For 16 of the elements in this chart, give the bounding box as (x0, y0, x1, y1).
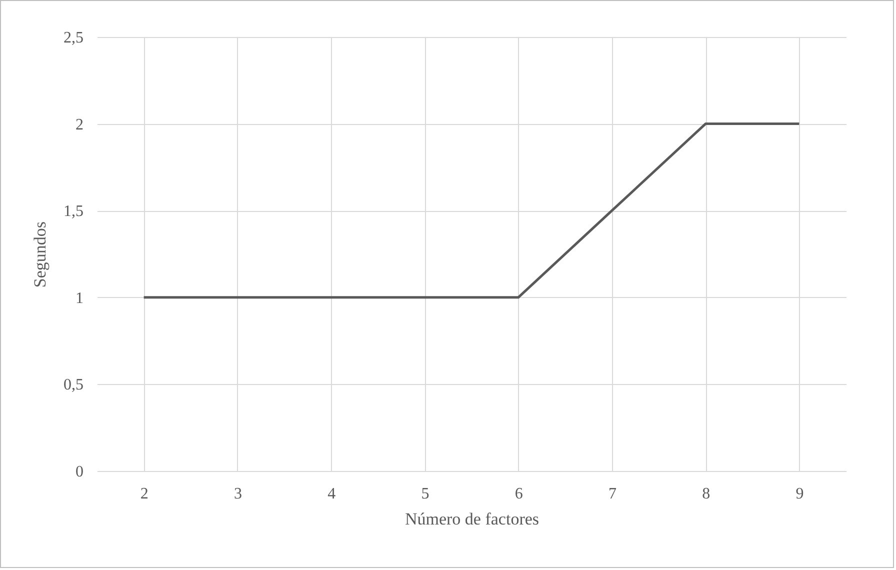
y-tick-label: 1 (76, 290, 84, 307)
x-tick-label: 3 (234, 486, 242, 502)
y-tick-label: 2 (76, 116, 84, 134)
y-axis-title: Segundos (30, 221, 50, 288)
x-tick-label: 4 (328, 486, 336, 502)
x-tick-label: 2 (140, 486, 148, 502)
x-tick-label: 7 (608, 486, 616, 502)
y-tick-label: 0,5 (64, 376, 84, 394)
y-tick-label: 2,5 (64, 30, 84, 46)
x-tick-label: 6 (514, 486, 523, 502)
x-tick-label: 5 (421, 486, 430, 502)
x-axis-title: Número de factores (404, 510, 540, 528)
y-tick-label: 0 (76, 464, 84, 480)
x-tick-label: 9 (796, 486, 804, 502)
y-tick-label: 1,5 (64, 203, 84, 220)
x-tick-label: 8 (702, 486, 710, 502)
